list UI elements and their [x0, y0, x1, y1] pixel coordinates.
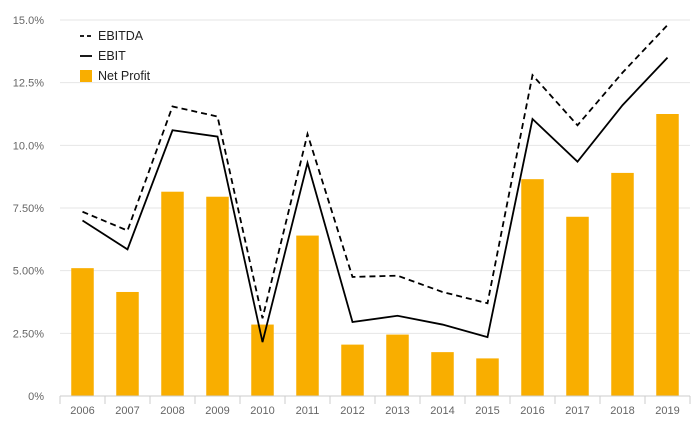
- bar-net-profit: [521, 179, 544, 396]
- x-tick-label: 2016: [520, 405, 544, 417]
- y-tick-label: 5.00%: [13, 266, 44, 278]
- legend-label-net-profit: Net Profit: [98, 69, 151, 83]
- x-tick-label: 2008: [160, 405, 184, 417]
- bar-layer: [71, 114, 679, 396]
- line-layer: [82, 24, 669, 343]
- x-tick-label: 2006: [70, 405, 94, 417]
- bar-net-profit: [71, 268, 94, 396]
- x-tick-label: 2007: [115, 405, 139, 417]
- x-tick-label: 2010: [250, 405, 274, 417]
- bar-net-profit: [251, 324, 274, 396]
- legend-label-ebitda: EBITDA: [98, 29, 144, 43]
- line-ebit: [82, 56, 669, 343]
- y-tick-label: 7.50%: [13, 203, 44, 215]
- bar-net-profit: [431, 352, 454, 396]
- x-tick-label: 2018: [610, 405, 634, 417]
- legend-label-ebit: EBIT: [98, 49, 126, 63]
- x-tick-label: 2011: [296, 405, 320, 417]
- bar-net-profit: [341, 344, 364, 396]
- x-tick-label: 2009: [205, 405, 229, 417]
- line-ebitda: [82, 24, 669, 319]
- x-tick-label: 2013: [385, 405, 409, 417]
- y-tick-label: 2.50%: [13, 328, 44, 340]
- bar-net-profit: [656, 114, 679, 396]
- x-tick-label: 2017: [565, 405, 589, 417]
- bar-net-profit: [206, 196, 229, 396]
- y-tick-label: 10.0%: [13, 140, 44, 152]
- bar-net-profit: [476, 358, 499, 396]
- y-tick-label: 0%: [28, 391, 44, 403]
- x-tick-label: 2019: [655, 405, 679, 417]
- bar-net-profit: [116, 291, 139, 396]
- legend: EBITDA EBIT Net Profit: [80, 29, 151, 83]
- bar-net-profit: [386, 334, 409, 396]
- axis-layer: 0% 2.50% 5.00% 7.50% 10.0% 12.5% 15.0% 2006 2007…: [13, 15, 691, 417]
- bar-net-profit: [566, 216, 589, 396]
- x-tick-label: 2015: [475, 405, 499, 417]
- bar-net-profit: [296, 235, 319, 396]
- x-tick-label: 2014: [430, 405, 454, 417]
- x-tick-label: 2012: [340, 405, 364, 417]
- bar-net-profit: [611, 172, 634, 396]
- legend-swatch-net-profit: [80, 70, 92, 82]
- y-tick-label: 15.0%: [13, 15, 44, 27]
- bar-net-profit: [161, 191, 184, 396]
- y-tick-label: 12.5%: [13, 78, 44, 90]
